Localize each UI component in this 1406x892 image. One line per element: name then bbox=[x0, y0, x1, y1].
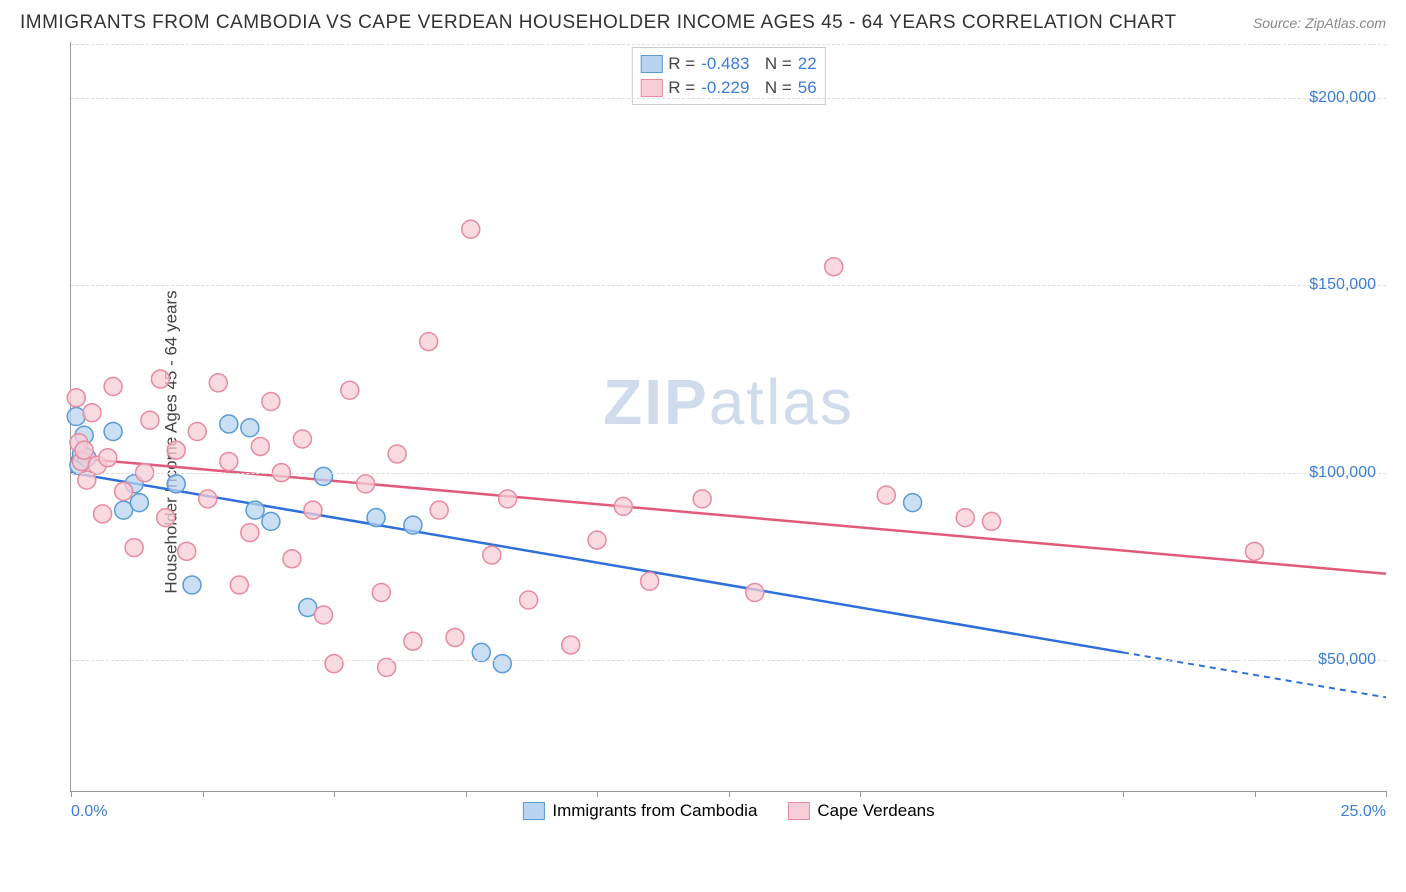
data-point bbox=[246, 501, 264, 519]
data-point bbox=[614, 497, 632, 515]
data-point bbox=[157, 509, 175, 527]
data-point bbox=[462, 220, 480, 238]
data-point bbox=[825, 258, 843, 276]
data-point bbox=[262, 512, 280, 530]
x-axis-max-label: 25.0% bbox=[1341, 803, 1386, 821]
data-point bbox=[293, 430, 311, 448]
r-value-capeverdean: -0.229 bbox=[701, 78, 749, 98]
plot-area: ZIPatlas 0.0% 25.0% R = -0.483 N = 22 R … bbox=[70, 42, 1386, 792]
series-name-cambodia: Immigrants from Cambodia bbox=[552, 801, 757, 821]
data-point bbox=[83, 404, 101, 422]
data-point bbox=[956, 509, 974, 527]
data-point bbox=[188, 422, 206, 440]
data-point bbox=[115, 482, 133, 500]
data-point bbox=[372, 584, 390, 602]
data-point bbox=[209, 374, 227, 392]
series-name-capeverdean: Cape Verdeans bbox=[817, 801, 934, 821]
data-point bbox=[167, 475, 185, 493]
data-point bbox=[99, 449, 117, 467]
data-point bbox=[983, 512, 1001, 530]
data-point bbox=[262, 393, 280, 411]
data-point bbox=[251, 437, 269, 455]
data-point bbox=[1246, 542, 1264, 560]
y-tick-label: $100,000 bbox=[1309, 464, 1376, 482]
header: IMMIGRANTS FROM CAMBODIA VS CAPE VERDEAN… bbox=[0, 0, 1406, 42]
series-legend: Immigrants from Cambodia Cape Verdeans bbox=[522, 801, 934, 821]
data-point bbox=[367, 509, 385, 527]
data-point bbox=[388, 445, 406, 463]
data-point bbox=[693, 490, 711, 508]
data-point bbox=[446, 628, 464, 646]
correlation-legend: R = -0.483 N = 22 R = -0.229 N = 56 bbox=[631, 47, 825, 105]
data-point bbox=[75, 441, 93, 459]
data-point bbox=[420, 333, 438, 351]
data-point bbox=[230, 576, 248, 594]
legend-row-cambodia: R = -0.483 N = 22 bbox=[640, 52, 816, 76]
data-point bbox=[241, 419, 259, 437]
data-point bbox=[220, 452, 238, 470]
legend-item-capeverdean: Cape Verdeans bbox=[787, 801, 934, 821]
legend-row-capeverdean: R = -0.229 N = 56 bbox=[640, 76, 816, 100]
data-point bbox=[167, 441, 185, 459]
data-point bbox=[430, 501, 448, 519]
swatch-capeverdean bbox=[640, 79, 662, 97]
data-point bbox=[325, 655, 343, 673]
data-point bbox=[94, 505, 112, 523]
data-point bbox=[283, 550, 301, 568]
data-point bbox=[67, 389, 85, 407]
data-point bbox=[499, 490, 517, 508]
y-tick-label: $50,000 bbox=[1318, 651, 1376, 669]
plot-svg bbox=[71, 42, 1386, 791]
data-point bbox=[520, 591, 538, 609]
y-tick-label: $200,000 bbox=[1309, 89, 1376, 107]
data-point bbox=[141, 411, 159, 429]
data-point bbox=[220, 415, 238, 433]
data-point bbox=[472, 643, 490, 661]
data-point bbox=[562, 636, 580, 654]
data-point bbox=[904, 494, 922, 512]
source-label: Source: ZipAtlas.com bbox=[1253, 15, 1386, 31]
n-value-capeverdean: 56 bbox=[798, 78, 817, 98]
data-point bbox=[104, 378, 122, 396]
data-point bbox=[378, 658, 396, 676]
data-point bbox=[304, 501, 322, 519]
legend-item-cambodia: Immigrants from Cambodia bbox=[522, 801, 757, 821]
data-point bbox=[483, 546, 501, 564]
n-value-cambodia: 22 bbox=[798, 54, 817, 74]
x-axis-min-label: 0.0% bbox=[71, 803, 107, 821]
data-point bbox=[588, 531, 606, 549]
data-point bbox=[178, 542, 196, 560]
data-point bbox=[199, 490, 217, 508]
data-point bbox=[314, 467, 332, 485]
data-point bbox=[746, 584, 764, 602]
data-point bbox=[67, 408, 85, 426]
swatch-cambodia-b bbox=[522, 802, 544, 820]
r-value-cambodia: -0.483 bbox=[701, 54, 749, 74]
chart-container: Householder Income Ages 45 - 64 years ZI… bbox=[70, 42, 1386, 842]
data-point bbox=[130, 494, 148, 512]
data-point bbox=[125, 539, 143, 557]
data-point bbox=[314, 606, 332, 624]
data-point bbox=[241, 524, 259, 542]
data-point bbox=[341, 381, 359, 399]
swatch-cambodia bbox=[640, 55, 662, 73]
data-point bbox=[404, 516, 422, 534]
y-tick-label: $150,000 bbox=[1309, 276, 1376, 294]
data-point bbox=[641, 572, 659, 590]
chart-title: IMMIGRANTS FROM CAMBODIA VS CAPE VERDEAN… bbox=[20, 12, 1177, 34]
data-point bbox=[404, 632, 422, 650]
data-point bbox=[183, 576, 201, 594]
data-point bbox=[151, 370, 169, 388]
data-point bbox=[104, 422, 122, 440]
data-point bbox=[493, 655, 511, 673]
swatch-capeverdean-b bbox=[787, 802, 809, 820]
data-point bbox=[357, 475, 375, 493]
data-point bbox=[877, 486, 895, 504]
